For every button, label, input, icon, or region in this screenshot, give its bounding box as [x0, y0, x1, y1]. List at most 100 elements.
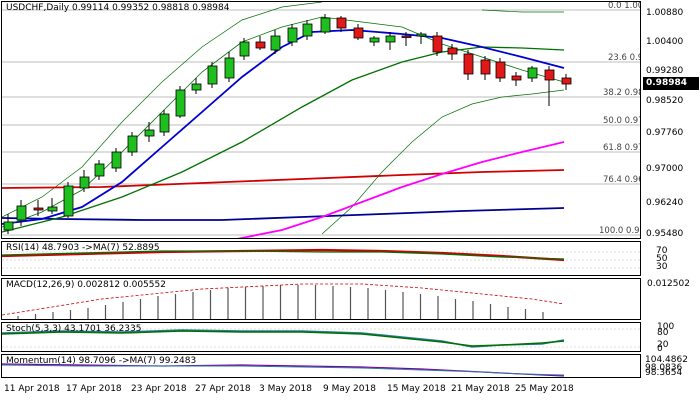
- price-tick: 0.98520: [646, 96, 684, 106]
- stoch-axis: 100 80 20 0: [641, 322, 699, 354]
- momentum-chart: [2, 363, 565, 377]
- stoch-pane[interactable]: Stoch(5,3,3) 43.1701 36.2335: [1, 322, 641, 352]
- ma-long-navy: [2, 207, 565, 221]
- momentum-ma-line: [2, 364, 565, 376]
- candle-body: [336, 17, 347, 29]
- fib-level-label: 38.2 0.98567: [603, 88, 641, 98]
- candle-body: [63, 185, 74, 217]
- candle-body: [544, 69, 555, 81]
- candle-body: [144, 129, 155, 137]
- candle-body: [416, 33, 427, 37]
- candle-body: [33, 207, 44, 211]
- candle-body: [302, 23, 313, 37]
- stoch-label: Stoch(5,3,3) 43.1701 36.2335: [6, 324, 142, 334]
- rsi-pane[interactable]: RSI(14) 48.7903 ->MA(7) 52.8895: [1, 241, 641, 276]
- macd-tick: 0.012502: [647, 279, 690, 289]
- momentum-tick: 98.0836: [645, 363, 683, 373]
- candle-body: [16, 205, 27, 221]
- rsi-tick: 30: [656, 262, 668, 272]
- macd-label: MACD(12,26,9) 0.002812 0.005552: [6, 280, 166, 290]
- rsi-ma-line: [2, 248, 565, 262]
- symbol-label: USDCHF,Daily 0.99114 0.99352 0.98818 0.9…: [6, 3, 230, 13]
- candle-body: [111, 151, 122, 169]
- candle-body: [447, 47, 458, 55]
- fib-level-label: 50.0 0.97951: [603, 116, 641, 126]
- candle-body: [369, 37, 380, 43]
- momentum-tick: 98.3654: [645, 368, 683, 378]
- candle-body: [432, 35, 443, 53]
- candle-body: [495, 61, 506, 79]
- price-tick: 0.96240: [646, 198, 684, 208]
- momentum-axis: 104.4862 98.0836 98.3654: [641, 354, 699, 378]
- price-tick: 0.97760: [646, 128, 684, 138]
- ma-mid-green: [2, 46, 565, 233]
- upper-band-line-right: [481, 9, 564, 13]
- candle-body: [353, 27, 364, 39]
- price-pane[interactable]: 0.0 1.00562 23.6 0.99330 38.2 0.98567 50.0 …: [1, 1, 641, 239]
- candle-body: [224, 57, 235, 79]
- rsi-tick: 70: [656, 246, 668, 256]
- fib-level-label: 100.0 0.95340: [599, 226, 641, 236]
- candle-body: [94, 163, 105, 177]
- momentum-pane[interactable]: Momentum(14) 98.7096 ->MA(7) 99.2483: [1, 354, 641, 378]
- fib-level-label: 23.6 0.99330: [608, 53, 641, 63]
- candle-body: [320, 17, 331, 33]
- candle-body: [191, 83, 202, 91]
- macd-signal-line: [2, 283, 565, 316]
- candle-body: [3, 221, 14, 231]
- date-tick: 15 May 2018: [387, 384, 446, 394]
- current-price-label: 0.98984: [643, 77, 699, 90]
- price-tick: 0.95480: [646, 229, 684, 239]
- fib-level-label: 0.0 1.00562: [608, 2, 641, 11]
- macd-chart: [2, 283, 565, 319]
- candle-body: [255, 41, 266, 49]
- ma-thin-green: [2, 16, 565, 228]
- candle-body: [47, 206, 58, 212]
- date-tick: 21 May 2018: [451, 384, 510, 394]
- price-axis: 1.00880 1.00400 0.99280 0.98520 0.97760 …: [641, 1, 699, 239]
- candle-body: [207, 65, 218, 85]
- date-tick: 27 Apr 2018: [195, 384, 251, 394]
- price-tick: 1.00880: [646, 8, 684, 18]
- stoch-tick: 20: [657, 340, 669, 350]
- ma-short-blue: [2, 29, 565, 225]
- candle-body: [287, 27, 298, 43]
- price-tick: 1.00400: [646, 37, 684, 47]
- candle-body: [511, 75, 522, 81]
- rsi-line: [2, 250, 565, 260]
- stoch-tick: 100: [657, 322, 675, 332]
- fib-level-label: 76.4 0.96572: [603, 175, 641, 185]
- rsi-chart: [2, 248, 640, 269]
- stoch-d-line: [2, 330, 565, 347]
- price-chart: 0.0 1.00562 23.6 0.99330 38.2 0.98567 50.0 …: [2, 2, 641, 238]
- date-tick: 23 Apr 2018: [131, 384, 187, 394]
- lower-band-line: [321, 89, 565, 235]
- date-tick: 25 May 2018: [515, 384, 574, 394]
- candle-body: [385, 35, 396, 43]
- fib-level-label: 61.8 0.97335: [603, 143, 641, 153]
- candle-body: [527, 67, 538, 79]
- stoch-tick: 80: [657, 328, 669, 338]
- ma-long-red: [2, 169, 565, 189]
- rsi-label: RSI(14) 48.7903 ->MA(7) 52.8895: [6, 243, 160, 253]
- rsi-tick: 50: [656, 254, 668, 264]
- date-axis: 11 Apr 2018 17 Apr 2018 23 Apr 2018 27 A…: [1, 379, 641, 399]
- candle-body: [175, 89, 186, 117]
- ma-magenta: [237, 141, 565, 238]
- candle-body: [270, 35, 281, 51]
- price-tick: 0.97000: [646, 164, 684, 174]
- date-tick: 11 Apr 2018: [4, 384, 60, 394]
- candle-body: [480, 59, 491, 75]
- candle-body: [401, 35, 412, 38]
- candle-body: [463, 53, 474, 75]
- candle-body: [239, 41, 250, 57]
- price-tick: 0.99280: [646, 66, 684, 76]
- macd-pane[interactable]: MACD(12,26,9) 0.002812 0.005552: [1, 278, 641, 320]
- stoch-tick: 0: [657, 344, 663, 354]
- stoch-chart: [2, 328, 640, 348]
- candle-body: [127, 135, 138, 153]
- macd-axis: 0.012502: [641, 278, 699, 320]
- date-tick: 17 Apr 2018: [66, 384, 122, 394]
- date-tick: 3 May 2018: [259, 384, 312, 394]
